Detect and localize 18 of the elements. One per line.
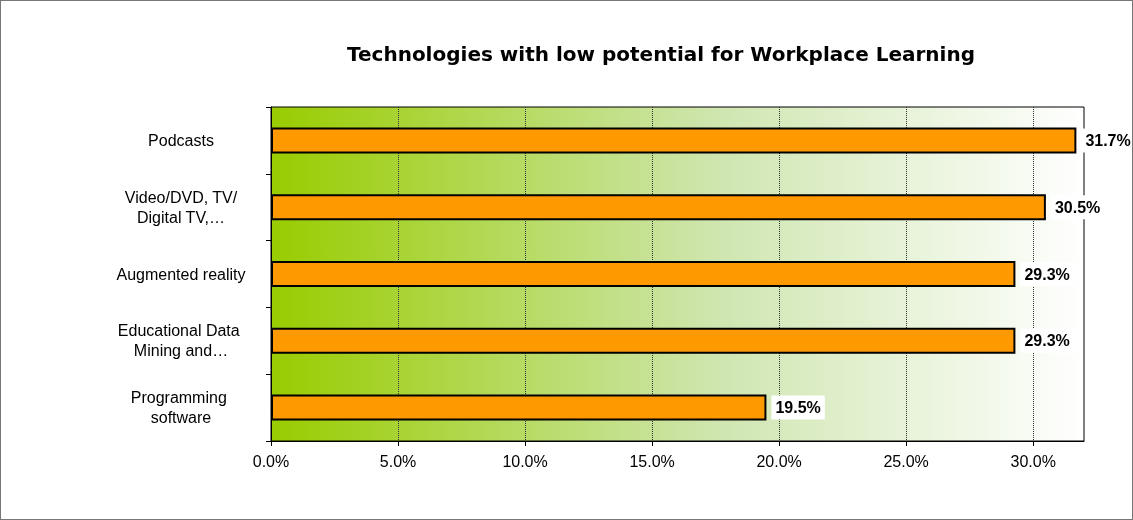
x-tick-label: 25.0% bbox=[883, 452, 929, 470]
y-tick-label: Video/DVD, TV/Digital TV,… bbox=[124, 188, 238, 226]
x-tick-label: 20.0% bbox=[756, 452, 802, 470]
data-label: 29.3% bbox=[1024, 332, 1070, 350]
y-tick-label: Educational Data Mining and… bbox=[117, 322, 245, 360]
data-label: 29.3% bbox=[1024, 265, 1070, 283]
y-tick-label: Programming software bbox=[130, 389, 232, 427]
x-tick-label: 0.0% bbox=[252, 452, 290, 470]
y-tick-label: Augmented reality bbox=[116, 265, 246, 283]
x-tick-label: 5.0% bbox=[379, 452, 417, 470]
data-label: 19.5% bbox=[775, 399, 821, 417]
x-tick-label: 10.0% bbox=[502, 452, 548, 470]
data-label: 30.5% bbox=[1054, 198, 1101, 216]
chart-title: Technologies with low potential for Workplace Learning bbox=[347, 42, 975, 66]
data-label: 31.7% bbox=[1085, 131, 1131, 149]
x-tick-label: 15.0% bbox=[629, 452, 675, 470]
x-tick-label: 30.0% bbox=[1010, 452, 1056, 470]
y-tick-label: Podcasts bbox=[148, 131, 214, 149]
